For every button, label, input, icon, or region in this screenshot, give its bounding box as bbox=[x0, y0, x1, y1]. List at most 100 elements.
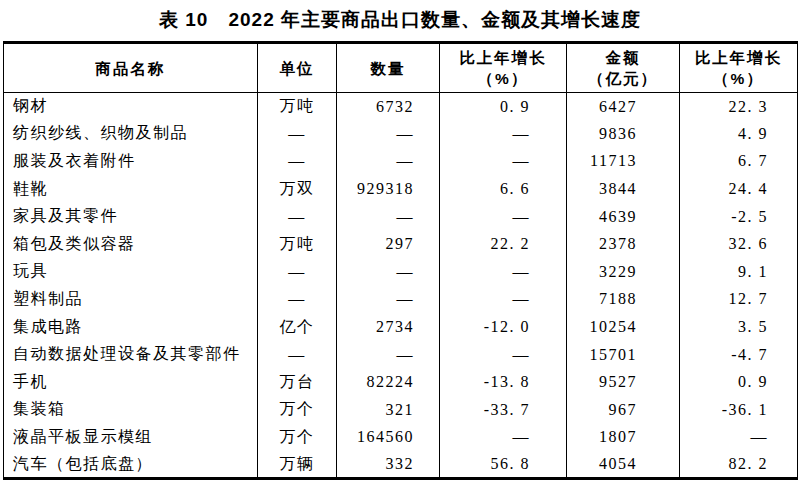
cell-quantity-growth: 56. 8 bbox=[440, 451, 567, 479]
cell-amount: 3229 bbox=[567, 258, 680, 286]
table-header: 商品名称单位数量比上年增长 （%）金额 （亿元）比上年增长 （%） bbox=[4, 43, 798, 93]
cell-quantity: 2734 bbox=[337, 313, 440, 341]
cell-amount: 11713 bbox=[567, 148, 680, 176]
cell-name: 箱包及类似容器 bbox=[4, 230, 258, 258]
cell-amount-growth: 9. 1 bbox=[680, 258, 798, 286]
cell-quantity-growth: -12. 0 bbox=[440, 313, 567, 341]
cell-amount-growth: 12. 7 bbox=[680, 286, 798, 314]
cell-quantity: 321 bbox=[337, 396, 440, 424]
cell-unit: — bbox=[258, 203, 337, 231]
cell-amount: 4054 bbox=[567, 451, 680, 479]
table-row: 集成电路亿个2734-12. 0102543. 5 bbox=[4, 313, 798, 341]
cell-amount-growth: 3. 5 bbox=[680, 313, 798, 341]
column-header-amount: 金额 （亿元） bbox=[567, 43, 680, 93]
export-commodities-table: 商品名称单位数量比上年增长 （%）金额 （亿元）比上年增长 （%） 钢材万吨67… bbox=[3, 41, 798, 480]
cell-quantity-growth: -13. 8 bbox=[440, 368, 567, 396]
cell-quantity-growth: — bbox=[440, 203, 567, 231]
cell-unit: — bbox=[258, 120, 337, 148]
cell-name: 集成电路 bbox=[4, 313, 258, 341]
table-row: 服装及衣着附件———117136. 7 bbox=[4, 148, 798, 176]
cell-amount: 2378 bbox=[567, 230, 680, 258]
cell-quantity: — bbox=[337, 286, 440, 314]
cell-quantity: 332 bbox=[337, 451, 440, 479]
cell-name: 手机 bbox=[4, 368, 258, 396]
cell-amount-growth: -36. 1 bbox=[680, 396, 798, 424]
cell-amount: 15701 bbox=[567, 341, 680, 369]
cell-quantity-growth: — bbox=[440, 424, 567, 452]
cell-name: 集装箱 bbox=[4, 396, 258, 424]
cell-quantity-growth: — bbox=[440, 120, 567, 148]
cell-quantity: 164560 bbox=[337, 424, 440, 452]
cell-unit: 万个 bbox=[258, 424, 337, 452]
cell-unit: 万个 bbox=[258, 396, 337, 424]
cell-amount: 1807 bbox=[567, 424, 680, 452]
column-header-quantity_growth: 比上年增长 （%） bbox=[440, 43, 567, 93]
cell-quantity-growth: 22. 2 bbox=[440, 230, 567, 258]
cell-quantity: — bbox=[337, 203, 440, 231]
table-row: 家具及其零件———4639-2. 5 bbox=[4, 203, 798, 231]
cell-quantity-growth: — bbox=[440, 286, 567, 314]
cell-amount-growth: 32. 6 bbox=[680, 230, 798, 258]
cell-name: 自动数据处理设备及其零部件 bbox=[4, 341, 258, 369]
cell-amount-growth: 4. 9 bbox=[680, 120, 798, 148]
table-title: 表 10 2022 年主要商品出口数量、金额及其增长速度 bbox=[0, 7, 800, 33]
cell-amount: 9527 bbox=[567, 368, 680, 396]
cell-unit: 万双 bbox=[258, 175, 337, 203]
cell-unit: 万辆 bbox=[258, 451, 337, 479]
table-row: 手机万台82224-13. 895270. 9 bbox=[4, 368, 798, 396]
table-body: 钢材万吨67320. 9642722. 3纺织纱线、织物及制品———98364.… bbox=[4, 93, 798, 479]
column-header-amount_growth: 比上年增长 （%） bbox=[680, 43, 798, 93]
cell-quantity-growth: — bbox=[440, 148, 567, 176]
cell-amount: 967 bbox=[567, 396, 680, 424]
cell-unit: 万吨 bbox=[258, 93, 337, 121]
cell-unit: 亿个 bbox=[258, 313, 337, 341]
cell-quantity: — bbox=[337, 120, 440, 148]
table-row: 汽车（包括底盘）万辆33256. 8405482. 2 bbox=[4, 451, 798, 479]
cell-amount: 4639 bbox=[567, 203, 680, 231]
header-row: 商品名称单位数量比上年增长 （%）金额 （亿元）比上年增长 （%） bbox=[4, 43, 798, 93]
table-row: 箱包及类似容器万吨29722. 2237832. 6 bbox=[4, 230, 798, 258]
cell-amount: 10254 bbox=[567, 313, 680, 341]
cell-amount: 6427 bbox=[567, 93, 680, 121]
cell-quantity-growth: — bbox=[440, 341, 567, 369]
table-row: 鞋靴万双9293186. 6384424. 4 bbox=[4, 175, 798, 203]
cell-quantity: — bbox=[337, 258, 440, 286]
cell-quantity: — bbox=[337, 148, 440, 176]
cell-amount-growth: 24. 4 bbox=[680, 175, 798, 203]
cell-name: 塑料制品 bbox=[4, 286, 258, 314]
cell-name: 钢材 bbox=[4, 93, 258, 121]
table-row: 集装箱万个321-33. 7967-36. 1 bbox=[4, 396, 798, 424]
cell-unit: 万台 bbox=[258, 368, 337, 396]
cell-quantity: 297 bbox=[337, 230, 440, 258]
document-page: 表 10 2022 年主要商品出口数量、金额及其增长速度 商品名称单位数量比上年… bbox=[0, 0, 800, 502]
cell-name: 服装及衣着附件 bbox=[4, 148, 258, 176]
cell-amount-growth: 0. 9 bbox=[680, 368, 798, 396]
cell-name: 汽车（包括底盘） bbox=[4, 451, 258, 479]
cell-name: 纺织纱线、织物及制品 bbox=[4, 120, 258, 148]
cell-amount-growth: 82. 2 bbox=[680, 451, 798, 479]
cell-amount-growth: 22. 3 bbox=[680, 93, 798, 121]
table-row: 塑料制品———718812. 7 bbox=[4, 286, 798, 314]
column-header-unit: 单位 bbox=[258, 43, 337, 93]
cell-unit: — bbox=[258, 148, 337, 176]
cell-amount: 7188 bbox=[567, 286, 680, 314]
table-row: 钢材万吨67320. 9642722. 3 bbox=[4, 93, 798, 121]
column-header-quantity: 数量 bbox=[337, 43, 440, 93]
cell-amount-growth: -2. 5 bbox=[680, 203, 798, 231]
cell-amount: 9836 bbox=[567, 120, 680, 148]
cell-name: 鞋靴 bbox=[4, 175, 258, 203]
table-row: 玩具———32299. 1 bbox=[4, 258, 798, 286]
cell-quantity: 929318 bbox=[337, 175, 440, 203]
column-header-name: 商品名称 bbox=[4, 43, 258, 93]
cell-unit: — bbox=[258, 341, 337, 369]
cell-unit: — bbox=[258, 286, 337, 314]
cell-amount-growth: — bbox=[680, 424, 798, 452]
cell-quantity-growth: 6. 6 bbox=[440, 175, 567, 203]
cell-name: 玩具 bbox=[4, 258, 258, 286]
cell-name: 液晶平板显示模组 bbox=[4, 424, 258, 452]
table-row: 自动数据处理设备及其零部件———15701-4. 7 bbox=[4, 341, 798, 369]
cell-quantity: 6732 bbox=[337, 93, 440, 121]
table-row: 纺织纱线、织物及制品———98364. 9 bbox=[4, 120, 798, 148]
cell-quantity: 82224 bbox=[337, 368, 440, 396]
cell-amount-growth: 6. 7 bbox=[680, 148, 798, 176]
